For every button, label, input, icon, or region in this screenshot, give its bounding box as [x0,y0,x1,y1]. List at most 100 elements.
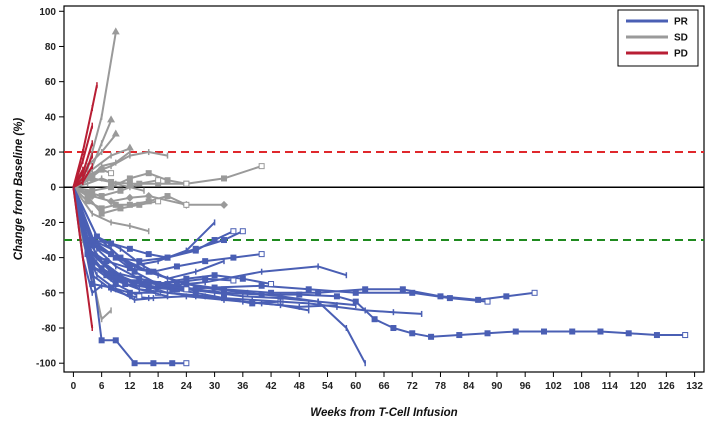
data-point [239,228,246,235]
x-tick-label: 0 [71,381,77,392]
data-point [211,272,218,279]
y-axis-ticks: 100 80 60 40 20 0 -20 -40 -60 -80 -100 [36,7,64,370]
x-tick-label: 18 [153,381,165,392]
data-point [446,295,453,302]
data-point [230,254,237,261]
series-sd-31 [73,170,190,194]
legend-label-pr: PR [674,17,689,28]
y-tick-label: -80 [42,324,57,335]
series-line [72,186,187,365]
data-point [531,289,538,296]
series-sd-38 [73,175,145,194]
data-point [98,166,105,173]
data-point [183,360,190,367]
data-point [131,268,138,275]
data-point [145,251,152,258]
reference-lines [64,151,704,242]
data-point [112,337,119,344]
x-tick-label: 24 [181,381,193,392]
data-point [136,201,143,208]
y-tick-label: -40 [42,253,57,264]
data-point [399,286,406,293]
data-point [89,237,96,244]
x-tick-label: 54 [322,381,334,392]
data-point [107,115,116,123]
y-tick-label: 60 [45,77,57,88]
series-pd-45 [72,163,94,189]
data-point [98,337,105,344]
series-pr-24 [72,186,246,261]
data-point [108,240,115,247]
data-point [136,180,143,187]
data-point [108,170,115,177]
data-point [125,143,134,151]
x-tick-label: 66 [378,381,390,392]
data-point [258,163,265,170]
y-tick-label: 20 [45,148,57,159]
data-point [183,201,190,208]
data-point [597,328,604,335]
data-point [541,328,547,335]
data-point [164,177,171,184]
legend-label-pd: PD [674,49,688,60]
data-point [221,175,227,182]
x-tick-label: 12 [124,381,136,392]
data-point [183,286,190,293]
data-point [428,333,435,340]
y-tick-label: -60 [42,288,57,299]
x-tick-label: 96 [520,381,532,392]
x-tick-label: 108 [573,381,590,392]
data-point [155,177,162,184]
x-axis-title: Weeks from T-Cell Infusion [310,407,457,419]
data-point [112,201,119,208]
x-tick-label: 72 [407,381,419,392]
data-point [155,198,162,205]
data-point [89,173,96,180]
data-point [112,281,119,288]
y-tick-label: -100 [36,359,56,370]
series-sd-34 [72,186,150,235]
data-point [141,281,147,288]
data-point [390,325,397,332]
x-tick-label: 6 [99,381,105,392]
data-point [268,289,275,296]
data-point [352,289,359,296]
data-point [192,245,199,252]
series-line [72,84,98,188]
data-point [202,258,209,265]
data-point [131,360,138,367]
data-point [150,360,157,367]
series-pr-23 [72,186,155,303]
legend: PR SD PD [617,9,699,67]
legend-label-sd: SD [674,33,688,44]
x-tick-label: 90 [491,381,503,392]
data-point [625,330,632,337]
data-point [183,180,190,187]
data-point [173,263,180,270]
series-pd-42 [72,122,94,188]
series-layer [72,27,689,367]
x-tick-label: 48 [294,381,306,392]
x-tick-label: 114 [602,381,619,392]
y-tick-label: 100 [39,7,56,18]
data-point [108,184,115,191]
series-pd-46 [72,166,84,188]
data-point [230,228,237,235]
y-tick-label: 40 [45,112,57,123]
data-point [173,279,180,286]
series-line [72,186,422,315]
x-tick-label: 126 [658,381,675,392]
data-point [211,284,218,291]
data-point [84,189,91,196]
x-tick-label: 102 [545,381,562,392]
series-sd-39 [73,177,162,200]
data-point [305,286,312,293]
data-point [145,170,152,177]
data-point [456,332,463,339]
data-point [484,298,491,305]
data-point [230,277,237,284]
data-point [409,330,416,337]
data-point [136,293,143,300]
data-point [164,254,171,261]
